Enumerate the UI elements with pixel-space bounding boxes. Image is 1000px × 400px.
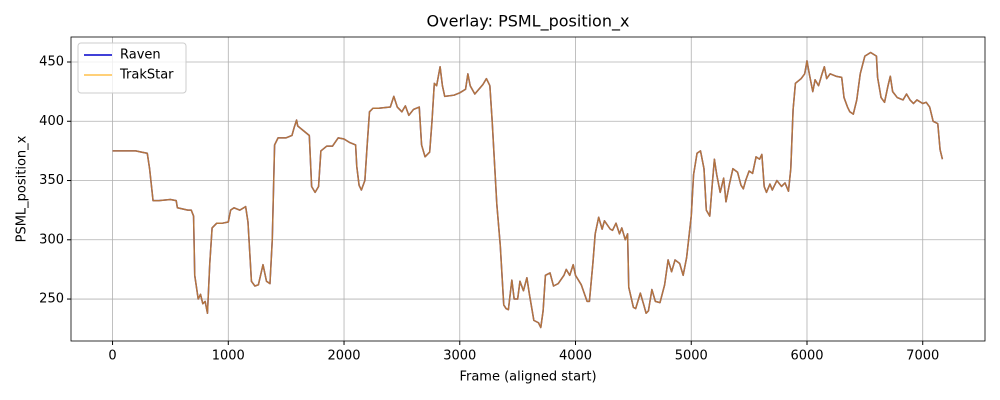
x-tick-label: 0	[108, 349, 116, 364]
x-tick-label: 1000	[212, 349, 245, 364]
y-tick-label: 300	[39, 232, 64, 247]
y-tick-label: 250	[39, 292, 64, 307]
y-tick-label: 400	[39, 114, 64, 129]
x-tick-label: 6000	[790, 349, 823, 364]
legend-label: Raven	[120, 48, 161, 63]
x-tick-label: 7000	[906, 349, 939, 364]
x-axis-label: Frame (aligned start)	[459, 370, 596, 385]
chart-title: Overlay: PSML_position_x	[427, 12, 630, 32]
legend-label: TrakStar	[119, 68, 174, 83]
data-line	[112, 51, 944, 329]
x-tick-label: 3000	[443, 349, 476, 364]
y-axis-label: PSML_position_x	[15, 135, 30, 242]
y-tick-label: 350	[39, 173, 64, 188]
x-tick-label: 5000	[675, 349, 708, 364]
x-tick-label: 4000	[559, 349, 592, 364]
x-tick-label: 2000	[327, 349, 360, 364]
legend: Raven TrakStar	[77, 42, 187, 94]
plot-frame	[70, 36, 986, 342]
y-tick-label: 450	[39, 55, 64, 70]
